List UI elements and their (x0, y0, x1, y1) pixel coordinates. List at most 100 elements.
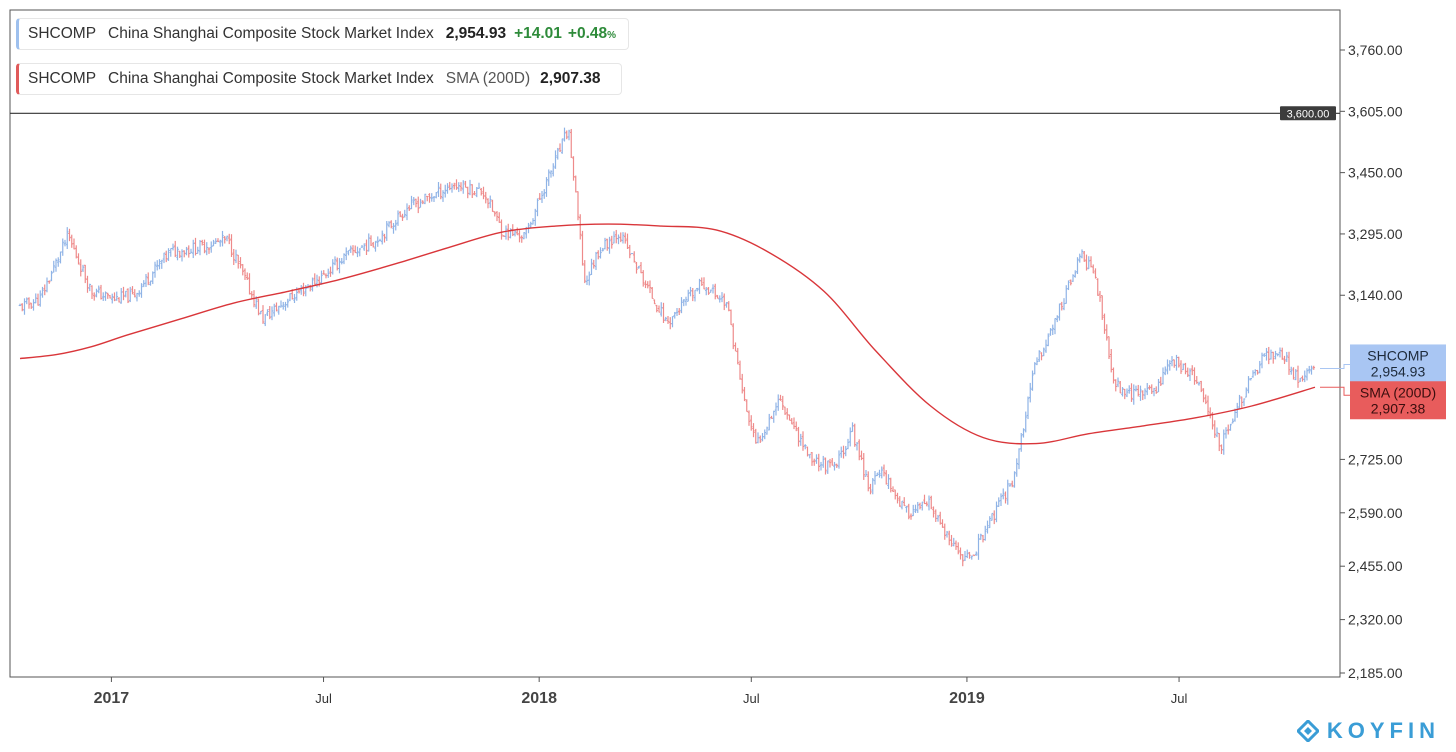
price-bar-up (540, 190, 544, 203)
price-bar-down (648, 280, 652, 294)
y-tick-label: 3,450.00 (1348, 165, 1403, 181)
price-bar-up (115, 291, 119, 301)
price-bar-down (1177, 356, 1181, 368)
price-bar-up (441, 190, 445, 202)
sma-tag-label: SMA (200D) (1360, 384, 1436, 400)
price-bar-up (1006, 479, 1010, 505)
price-bar-down (502, 235, 506, 237)
price-bar-down (981, 534, 985, 543)
horizontal-line-group[interactable]: 3,600.00 (10, 106, 1340, 121)
price-bar-up (1222, 429, 1226, 455)
price-bar-up (374, 240, 377, 252)
price-bar-up (277, 305, 281, 315)
price-bar-up (554, 150, 557, 169)
price-bar-down (752, 423, 755, 438)
price-bar-up (590, 258, 593, 275)
price-bar-up (1249, 377, 1253, 381)
price-bar-up (140, 283, 143, 298)
price-bar-down (702, 277, 706, 290)
x-tick-label: 2019 (949, 690, 985, 707)
price-bar-down (1109, 348, 1113, 373)
price-bar-down (727, 301, 731, 312)
price-bar-down (578, 214, 582, 240)
price-bar-up (761, 433, 764, 442)
price-bar-up (110, 293, 114, 304)
price-bar-up (963, 550, 967, 562)
sma-price-tag (1350, 381, 1446, 420)
y-tick-label: 2,725.00 (1348, 451, 1403, 467)
price-bar-up (664, 316, 668, 322)
price-bar-up (765, 426, 769, 435)
price-bar-down (1213, 420, 1217, 438)
price-bar-up (1015, 458, 1019, 477)
price-bar-up (1017, 448, 1021, 470)
legend-sma-symbol: SHCOMP (28, 70, 97, 87)
price-bar-up (180, 249, 184, 262)
price-bar-down (1091, 264, 1095, 274)
price-bar-down (576, 191, 580, 221)
price-bar-down (583, 260, 587, 284)
price-bar-up (144, 273, 148, 287)
y-tick-label: 3,295.00 (1348, 226, 1403, 242)
price-bar-down (882, 464, 886, 477)
price-bar-down (1123, 388, 1127, 400)
price-bar-down (749, 415, 753, 431)
price-bar-up (367, 233, 371, 252)
price-bar-up (880, 466, 884, 479)
price-bar-up (272, 303, 276, 317)
price-bar-down (1179, 360, 1183, 374)
price-bar-up (331, 259, 335, 275)
price-bar-up (594, 251, 598, 271)
price-bar-up (333, 256, 337, 266)
price-bar-down (243, 268, 247, 280)
price-bar-up (457, 182, 461, 193)
price-bar-down (1184, 362, 1187, 375)
price-bar-down (947, 530, 951, 546)
price-bar-down (47, 280, 51, 284)
price-bar-down (614, 229, 618, 244)
price-bar-down (794, 421, 798, 432)
price-bar-down (113, 292, 116, 302)
price-bar-down (619, 232, 623, 243)
price-bar-up (155, 260, 159, 271)
price-bar-down (853, 423, 857, 447)
price-bar-down (520, 235, 524, 243)
x-tick-label: 2018 (521, 690, 557, 707)
price-bar-up (997, 497, 1001, 507)
price-bar-up (1244, 387, 1248, 398)
legend-primary[interactable]: SHCOMP China Shanghai Composite Stock Ma… (16, 18, 630, 50)
price-bar-down (322, 270, 326, 275)
y-tick-label: 2,455.00 (1348, 558, 1403, 574)
price-bar-down (126, 288, 130, 304)
price-bar-down (909, 513, 913, 520)
price-bar-up (1157, 378, 1160, 393)
price-bar-up (1265, 347, 1268, 361)
price-bar-down (801, 431, 805, 451)
price-bar-up (1242, 398, 1246, 407)
price-bar-up (1037, 350, 1041, 362)
price-bar-up (990, 512, 994, 521)
legend-sma[interactable]: SHCOMP China Shanghai Composite Stock Ma… (16, 63, 622, 95)
price-bar-up (560, 138, 564, 154)
price-bar-up (983, 525, 987, 541)
sma-tag-value: 2,907.38 (1371, 400, 1426, 416)
price-bar-down (245, 272, 249, 280)
price-bar-down (486, 198, 490, 209)
price-bar-up (808, 453, 812, 459)
price-bar-down (1292, 367, 1295, 380)
price-bar-up (1078, 253, 1082, 263)
price-bar-down (842, 445, 845, 459)
price-bar-up (531, 218, 535, 225)
price-bar-up (488, 195, 492, 208)
price-bar-down (869, 483, 872, 495)
price-bar-up (549, 170, 553, 178)
price-bar-down (495, 211, 499, 222)
price-bar-down (857, 439, 861, 461)
price-bar-down (484, 191, 488, 204)
price-bar-up (821, 455, 825, 468)
price-bar-down (1296, 365, 1300, 388)
price-bar-up (1087, 256, 1091, 270)
price-bar-up (59, 251, 62, 264)
price-bar-up (1042, 347, 1046, 357)
legend-sma-indicator: SMA (200D) (445, 70, 531, 87)
